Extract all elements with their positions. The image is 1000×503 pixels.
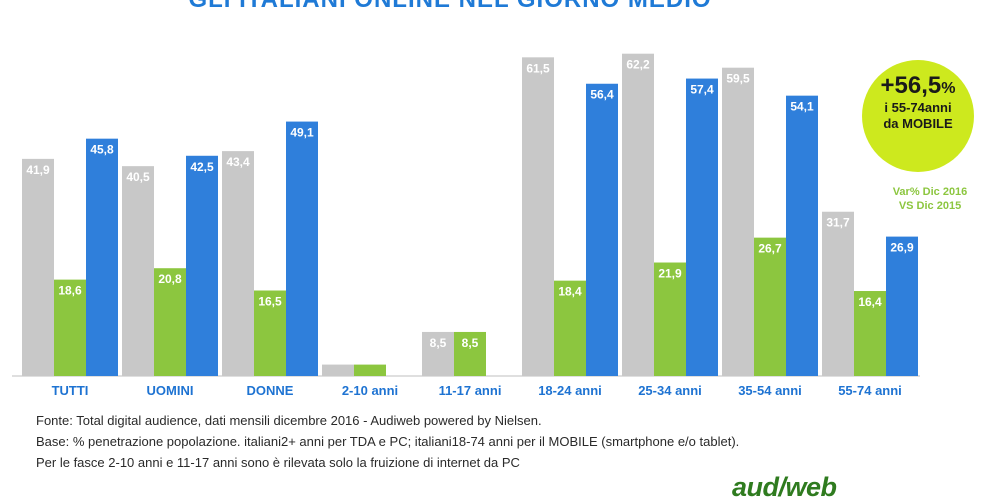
- category-label-7: 35-54 anni: [738, 383, 802, 398]
- bar-label-tda-6: 21,9: [658, 267, 682, 281]
- bar-label-mobile-1: 42,5: [190, 160, 214, 174]
- bar-label-tda-8: 16,4: [858, 295, 882, 309]
- bar-mobile-0: [86, 138, 118, 376]
- bar-label-pc-2: 43,4: [226, 155, 250, 169]
- bar-pc-6: [622, 53, 654, 376]
- bar-label-tda-1: 20,8: [158, 272, 182, 286]
- bar-mobile-2: [286, 121, 318, 376]
- variation-note-line-1: Var% Dic 2016: [892, 186, 968, 198]
- bar-tda-2: [254, 290, 286, 376]
- badge-value: +56,5%: [880, 72, 956, 99]
- bar-tda-8: [854, 291, 886, 376]
- category-label-4: 11-17 anni: [439, 383, 502, 398]
- bar-mobile-1: [186, 155, 218, 376]
- bar-pc-3: [322, 364, 354, 376]
- bar-tda-0: [54, 279, 86, 376]
- bar-label-pc-6: 62,2: [626, 58, 650, 72]
- bar-tda-3: [354, 364, 386, 376]
- bar-label-pc-8: 31,7: [826, 216, 850, 230]
- audiweb-logo: aud/web: [732, 472, 837, 502]
- footnote-scope: Per le fasce 2-10 anni e 11-17 anni sono…: [36, 455, 520, 470]
- bar-label-mobile-6: 57,4: [690, 83, 714, 97]
- bar-label-mobile-8: 26,9: [890, 241, 914, 255]
- bar-label-pc-4: 8,5: [430, 336, 447, 350]
- bar-mobile-8: [886, 236, 918, 376]
- bar-tda-1: [154, 268, 186, 376]
- bar-pc-7: [722, 67, 754, 376]
- bar-label-tda-4: 8,5: [462, 336, 479, 350]
- bar-label-pc-5: 61,5: [526, 61, 550, 75]
- bar-mobile-6: [686, 78, 718, 377]
- variation-note-line-2: VS Dic 2015: [898, 200, 962, 212]
- bar-pc-4: [422, 331, 454, 376]
- footnote-base: Base: % penetrazione popolazione. italia…: [36, 434, 740, 449]
- category-label-3: 2-10 anni: [342, 383, 398, 398]
- bar-tda-7: [754, 237, 786, 376]
- bar-label-tda-7: 26,7: [758, 242, 782, 256]
- mobile-growth-badge: +56,5% i 55-74anni da MOBILE: [862, 60, 974, 172]
- bar-pc-5: [522, 57, 554, 377]
- bar-label-pc-1: 40,5: [126, 170, 150, 184]
- bar-tda-5: [554, 280, 586, 376]
- bar-label-mobile-2: 49,1: [290, 126, 314, 140]
- bar-label-mobile-5: 56,4: [590, 88, 614, 102]
- category-label-5: 18-24 anni: [538, 383, 602, 398]
- category-label-8: 55-74 anni: [838, 383, 902, 398]
- bar-label-mobile-7: 54,1: [790, 100, 814, 114]
- category-label-2: DONNE: [247, 383, 294, 398]
- bar-tda-6: [654, 262, 686, 376]
- badge-line-2: da MOBILE: [883, 116, 953, 131]
- badge-line-1: i 55-74anni: [884, 100, 952, 115]
- bar-label-mobile-0: 45,8: [90, 143, 114, 157]
- bar-label-pc-7: 59,5: [726, 72, 750, 86]
- bar-mobile-7: [786, 95, 818, 376]
- category-label-1: UOMINI: [147, 383, 194, 398]
- category-label-6: 25-34 anni: [638, 383, 702, 398]
- bar-pc-1: [122, 166, 154, 376]
- footnote-source: Fonte: Total digital audience, dati mens…: [36, 413, 542, 428]
- bar-pc-8: [822, 211, 854, 376]
- variation-note: Var% Dic 2016 VS Dic 2015: [870, 185, 990, 213]
- chart-title: GLI ITALIANI ONLINE NEL GIORNO MEDIO: [0, 0, 900, 14]
- bar-label-tda-0: 18,6: [58, 284, 82, 298]
- bar-tda-4: [454, 331, 486, 376]
- bar-label-tda-2: 16,5: [258, 295, 282, 309]
- footnotes: Fonte: Total digital audience, dati mens…: [36, 410, 739, 473]
- bar-pc-2: [222, 151, 254, 376]
- bar-label-tda-5: 18,4: [558, 285, 582, 299]
- category-label-0: TUTTI: [52, 383, 89, 398]
- bar-mobile-5: [586, 83, 618, 376]
- bar-pc-0: [22, 158, 54, 376]
- bar-label-pc-0: 41,9: [26, 163, 50, 177]
